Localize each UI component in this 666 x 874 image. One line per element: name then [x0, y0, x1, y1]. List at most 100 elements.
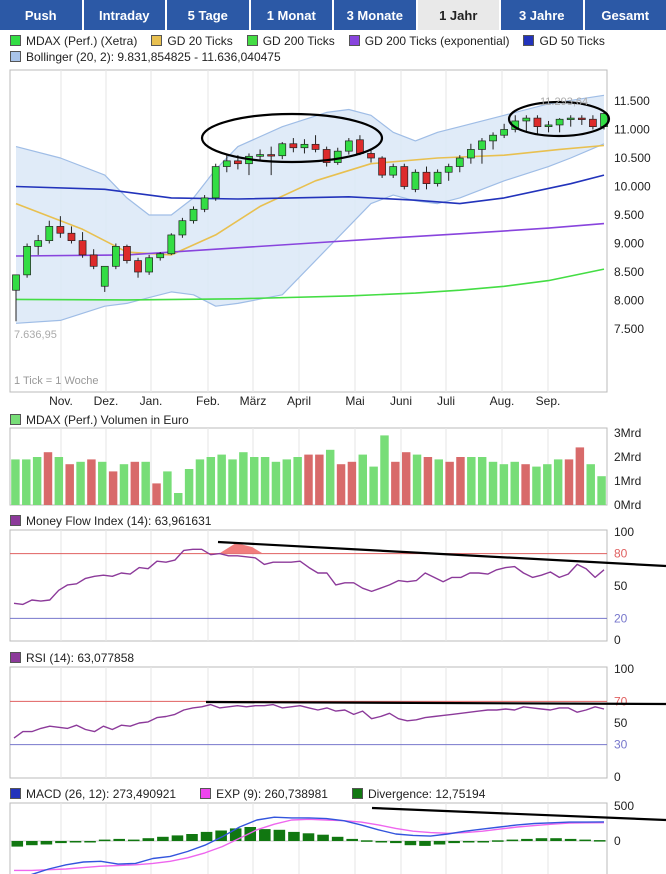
- macd-legend-item-1-label: EXP (9): 260,738981: [216, 787, 328, 801]
- legend-item-4-swatch: [523, 35, 535, 46]
- tab-1-jahr[interactable]: 1 Jahr: [417, 0, 499, 30]
- volume-bar: [499, 464, 509, 505]
- candle-36: [411, 169, 420, 193]
- tab-3-monate[interactable]: 3 Monate: [334, 0, 416, 30]
- divergence-bar: [26, 841, 38, 846]
- volume-bar: [184, 469, 194, 505]
- month-x-tick: Sep.: [536, 394, 561, 408]
- candle-body: [311, 143, 320, 150]
- month-x-tick: Aug.: [490, 394, 515, 408]
- candle-15: [178, 217, 187, 238]
- mfi-overbought-fill: [220, 543, 262, 553]
- volume-bar: [380, 435, 389, 505]
- rsi-y-tick: 50: [614, 716, 628, 730]
- volume-bar: [315, 454, 324, 505]
- bollinger-lower-line: [15, 143, 605, 324]
- macd-legend-item-2: Divergence: 12,75194: [351, 787, 485, 801]
- candle-body: [455, 157, 464, 167]
- tab-5-tage[interactable]: 5 Tage: [167, 0, 249, 30]
- legend-item-2-label: GD 200 Ticks: [262, 34, 335, 48]
- price-y-tick: 10.500: [614, 151, 651, 165]
- mfi-y-tick: 0: [614, 633, 621, 647]
- candle-17: [200, 195, 209, 213]
- candle-body: [23, 246, 31, 276]
- volume-bar: [239, 452, 248, 505]
- candle-19: [222, 155, 231, 173]
- volume-bar: [43, 452, 53, 505]
- candle-11: [134, 257, 142, 278]
- divergence-bar: [360, 840, 373, 842]
- macd-trendline: [371, 806, 666, 822]
- candle-body: [200, 197, 209, 210]
- exp-line: [14, 818, 605, 872]
- legend-item-5-label: Bollinger (20, 2): 9.831,854825 - 11.636…: [26, 50, 281, 64]
- candle-7: [89, 249, 98, 270]
- volume-bar: [22, 459, 31, 505]
- candle-39: [444, 163, 453, 181]
- rsi-title: RSI (14): 63,077858: [26, 651, 135, 665]
- price-y-tick: 8.500: [614, 265, 644, 279]
- divergence-bar: [127, 839, 140, 842]
- price-y-tick: 11.500: [614, 94, 650, 108]
- volume-bar: [575, 447, 585, 505]
- mfi-y-tick: 80: [614, 547, 628, 561]
- volume-bar: [141, 461, 150, 505]
- macd-legend-item-1: EXP (9): 260,738981: [200, 787, 328, 801]
- divergence-bar: [244, 827, 257, 841]
- divergence-bar: [506, 839, 519, 842]
- macd-legend-item-0-label: MACD (26, 12): 273,490921: [26, 787, 177, 801]
- volume-bar: [250, 457, 259, 505]
- volume-bar: [282, 459, 292, 505]
- volume-bar: [597, 476, 606, 505]
- low-value-label: 7.636,95: [14, 329, 57, 341]
- candle-18: [211, 163, 220, 201]
- tab-1-monat[interactable]: 1 Monat: [250, 0, 332, 30]
- tab-push[interactable]: Push: [0, 0, 82, 30]
- divergence-bar: [331, 836, 344, 841]
- price-y-tick: 9.500: [614, 208, 644, 222]
- volume-bar: [488, 461, 498, 505]
- volume-bar: [87, 459, 96, 505]
- candle-8: [100, 265, 109, 292]
- candle-35: [400, 163, 409, 190]
- volume-bar: [11, 459, 20, 505]
- divergence-bar: [404, 841, 417, 846]
- candle-body: [577, 117, 586, 120]
- price-y-tick: 7.500: [614, 322, 644, 336]
- volume-bar: [65, 464, 74, 505]
- candle-34: [389, 163, 398, 178]
- divergence-bar: [521, 838, 533, 841]
- candle-41: [467, 143, 475, 164]
- volume-bar: [434, 459, 443, 505]
- volume-bar: [423, 457, 433, 505]
- mfi-y-tick: 20: [614, 611, 628, 625]
- candle-body: [566, 117, 575, 120]
- month-x-tick: Mai: [345, 394, 364, 408]
- volume-bar: [108, 471, 118, 505]
- volume-bar: [98, 461, 107, 505]
- price-y-tick: 11.000: [614, 123, 650, 137]
- annotation-ellipse-right: [507, 100, 611, 138]
- legend-item-3-swatch: [348, 35, 360, 46]
- divergence-bar: [171, 835, 184, 841]
- mfi-trendline: [217, 540, 666, 568]
- macd-legend: MACD (26, 12): 273,490921 EXP (9): 260,73…: [10, 787, 509, 801]
- tab-intraday[interactable]: Intraday: [83, 0, 165, 30]
- rsi-y-tick: 30: [614, 738, 628, 752]
- volume-bar: [325, 449, 335, 505]
- volume-bar: [271, 461, 281, 505]
- volume-bar: [564, 459, 574, 505]
- tab-3-jahre[interactable]: 3 Jahre: [501, 0, 583, 30]
- volume-bar: [336, 464, 346, 505]
- divergence-bar: [550, 838, 562, 841]
- gd200-line: [15, 268, 605, 301]
- mfi-swatch: [10, 515, 21, 526]
- tab-gesamt[interactable]: Gesamt: [584, 0, 666, 30]
- candle-3: [45, 220, 54, 244]
- macd-y-tick: 0: [614, 834, 621, 848]
- volume-bar: [293, 457, 302, 505]
- divergence-bar: [98, 839, 111, 842]
- mfi-panel-title: Money Flow Index (14): 63,961631: [10, 514, 211, 528]
- volume-bar: [195, 459, 205, 505]
